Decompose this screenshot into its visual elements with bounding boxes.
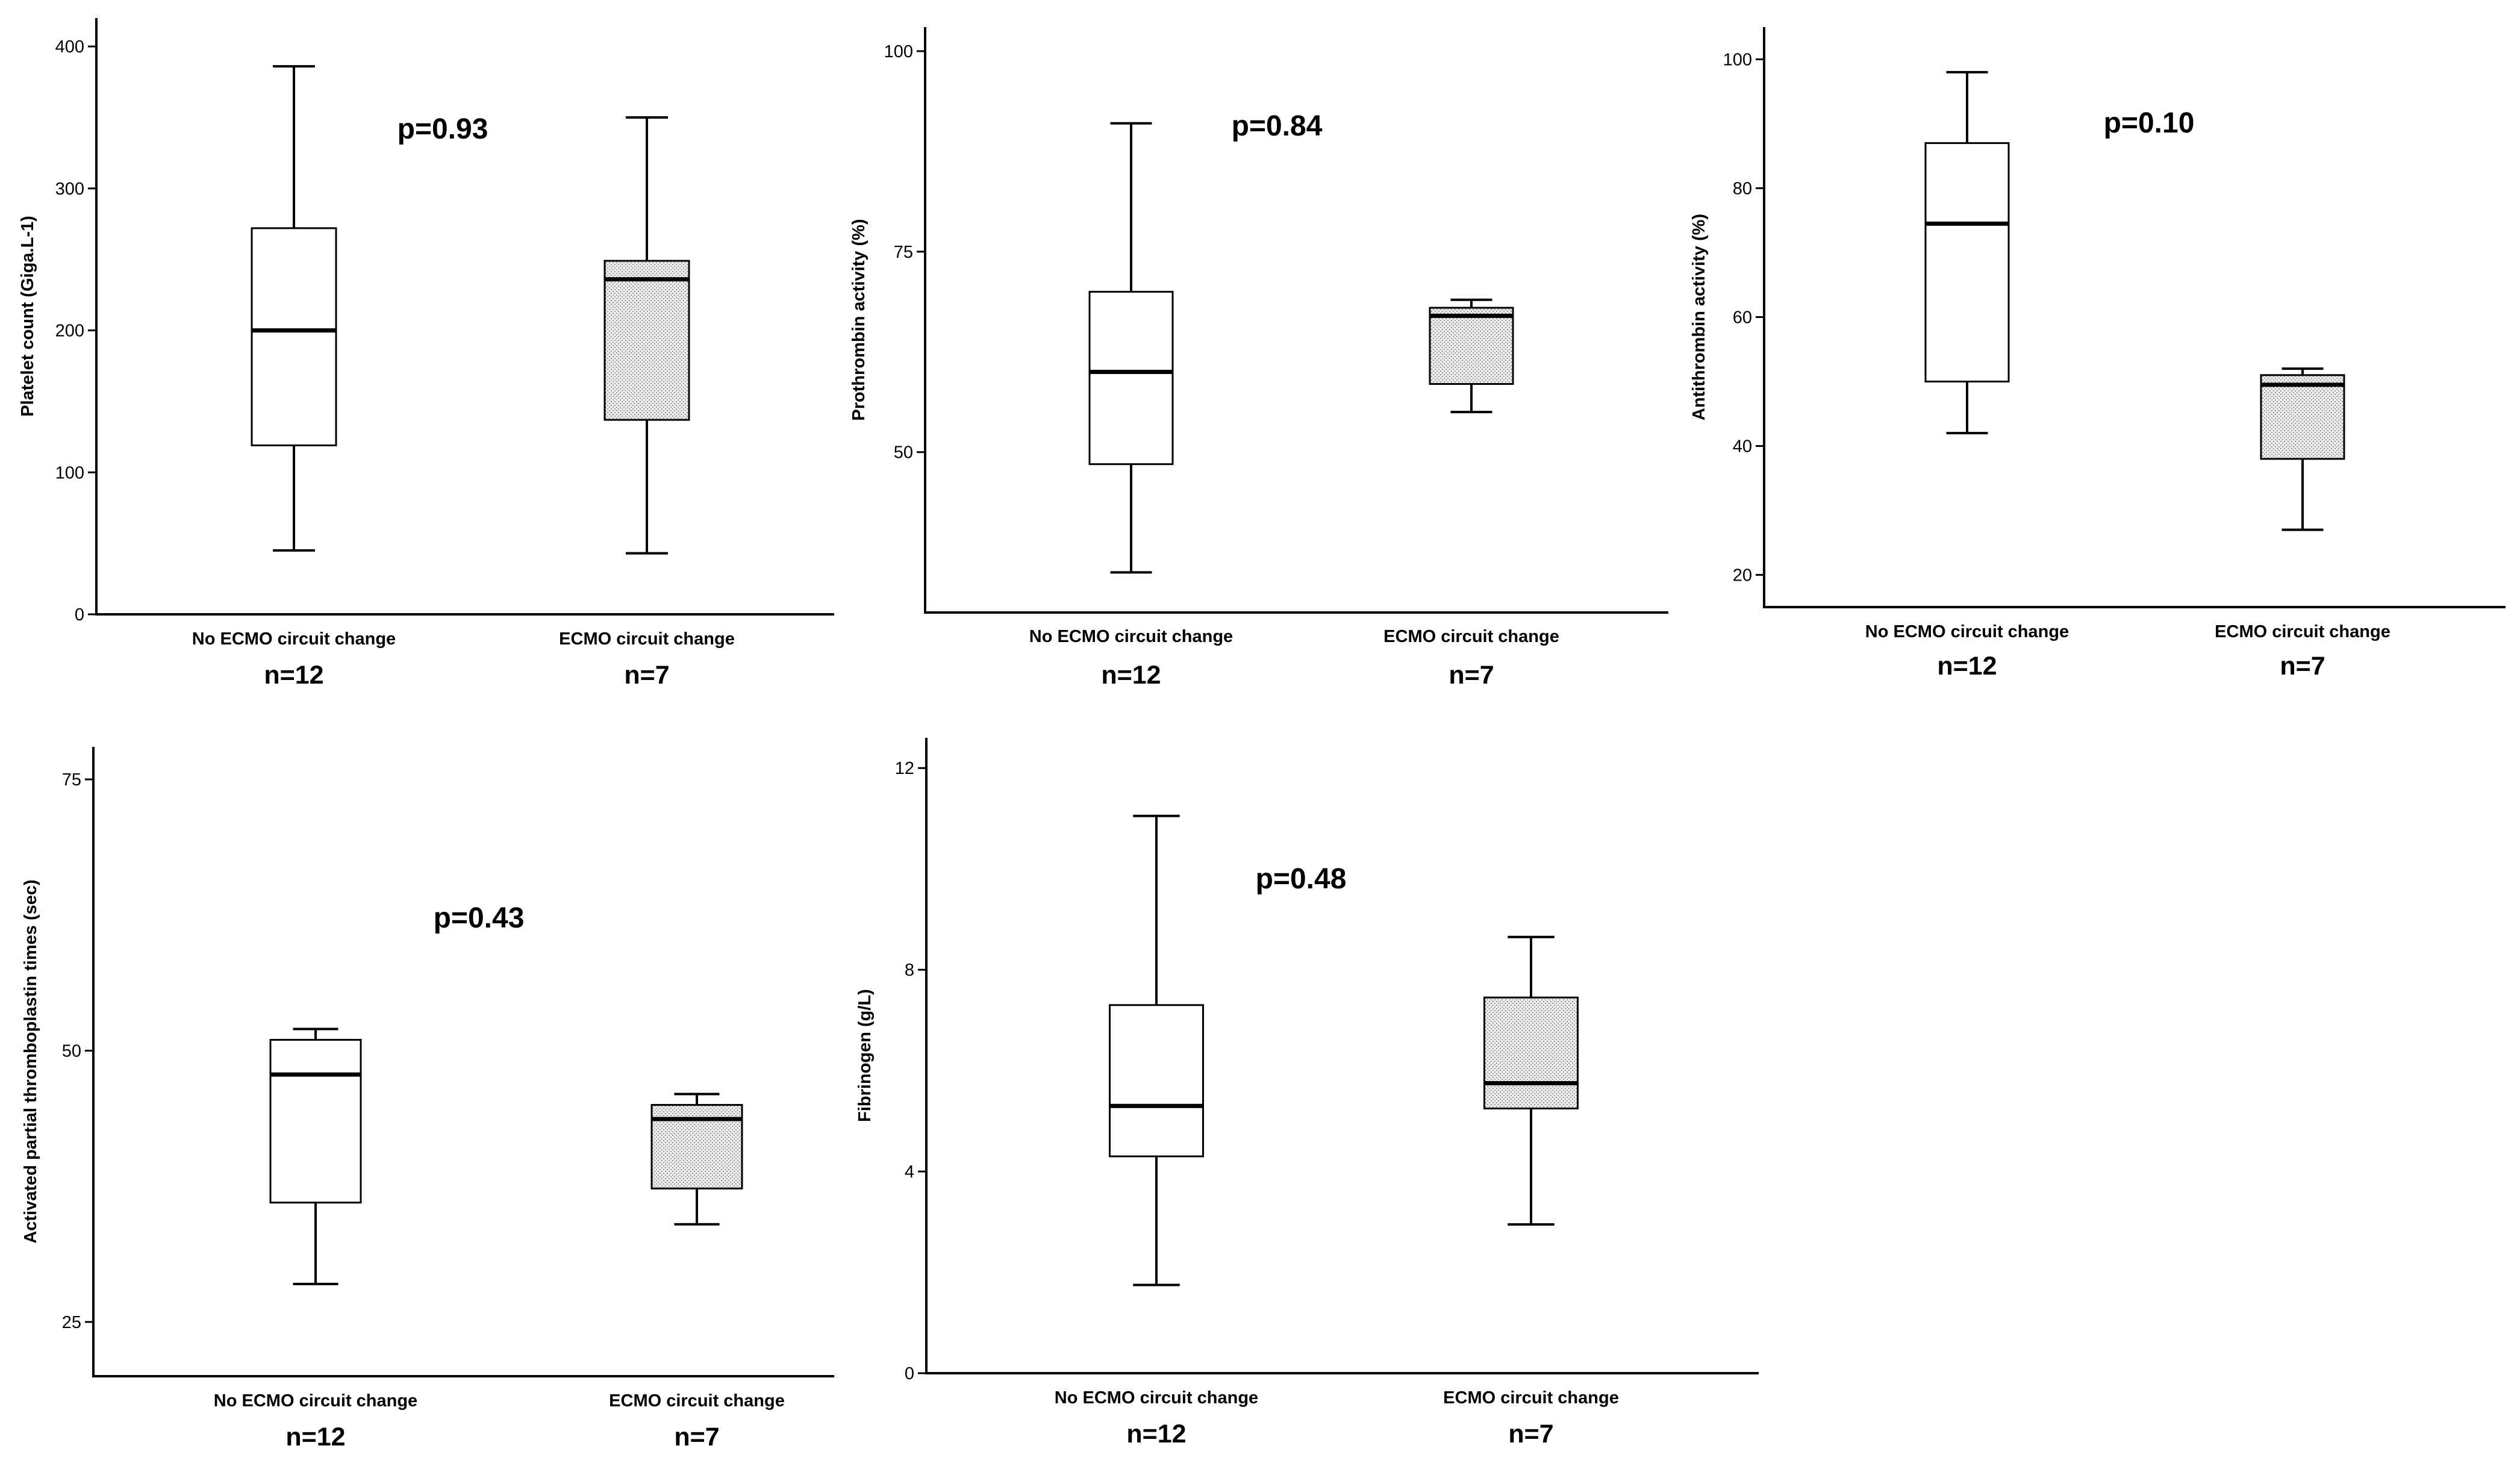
p-value: p=0.93 [398, 113, 488, 145]
y-tick-label: 12 [895, 759, 914, 778]
y-axis-label: Activated partial thromboplastin times (… [21, 879, 40, 1243]
y-tick-label: 8 [905, 961, 914, 980]
iqr-box [1924, 142, 2010, 382]
y-tick-label: 100 [1723, 51, 1752, 70]
category-label: ECMO circuit change [1443, 1388, 1619, 1408]
n-label: n=7 [624, 661, 669, 690]
y-axis-label: Prothrombin activity (%) [849, 219, 869, 420]
category-label: ECMO circuit change [1383, 627, 1559, 646]
y-tick-label: 40 [1733, 437, 1752, 457]
y-tick-label: 200 [55, 322, 84, 341]
box-ecmo-change [650, 1093, 743, 1226]
y-tick-label: 100 [884, 42, 913, 61]
y-axis-label: Platelet count (Giga.L-1) [18, 216, 37, 417]
y-tick-label: 100 [55, 463, 84, 482]
y-tick-label: 80 [1733, 179, 1752, 199]
y-tick-label: 0 [905, 1364, 914, 1383]
box-no-ecmo-change [251, 65, 337, 552]
y-tick-label: 60 [1733, 308, 1752, 328]
category-label: ECMO circuit change [559, 629, 735, 649]
box-no-ecmo-change [1109, 814, 1204, 1286]
category-label: No ECMO circuit change [1865, 622, 2069, 641]
y-axis-label: Fibrinogen (g/L) [855, 989, 875, 1122]
iqr-box [1483, 996, 1579, 1109]
y-tick-label: 400 [55, 37, 84, 57]
box-ecmo-change [1483, 935, 1579, 1226]
category-label: No ECMO circuit change [192, 629, 396, 649]
iqr-box [2260, 374, 2345, 460]
panel-3: 20 40 60 80 100 Antithrombin activity (%) No E… [1689, 27, 2506, 681]
iqr-box [251, 227, 337, 446]
category-label: No ECMO circuit change [1029, 627, 1233, 646]
iqr-box [269, 1038, 362, 1204]
p-value: p=0.43 [434, 902, 525, 934]
iqr-box [1109, 1004, 1204, 1158]
box-no-ecmo-change [1924, 70, 2010, 435]
iqr-box [1088, 290, 1174, 466]
panel-1: 0 100 200 300 400 Platelet count (Giga.L-1) No… [18, 18, 834, 690]
category-label: ECMO circuit change [2215, 622, 2391, 641]
category-label: No ECMO circuit change [1055, 1388, 1258, 1408]
panel-4: 25 50 75 Activated partial thromboplastin t… [21, 747, 834, 1451]
p-value: p=0.84 [1232, 110, 1323, 142]
iqr-box [603, 260, 690, 421]
y-axis-label: Antithrombin activity (%) [1689, 214, 1709, 420]
y-tick-label: 50 [62, 1041, 81, 1061]
n-label: n=12 [285, 1423, 345, 1451]
panel-2: 50 75 100 Prothrombin activity (%) No ECMO c… [849, 27, 1668, 690]
n-label: n=7 [2280, 652, 2325, 681]
y-tick-label: 300 [55, 179, 84, 199]
n-label: n=12 [264, 661, 323, 690]
y-tick-label: 20 [1733, 566, 1752, 585]
n-label: n=12 [1126, 1420, 1186, 1448]
y-tick-label: 0 [75, 605, 84, 625]
category-label: ECMO circuit change [609, 1391, 785, 1411]
y-tick-label: 75 [62, 770, 81, 790]
box-no-ecmo-change [269, 1027, 362, 1285]
y-tick-label: 4 [905, 1162, 914, 1182]
n-label: n=12 [1101, 661, 1161, 690]
n-label: n=7 [1449, 661, 1494, 690]
box-no-ecmo-change [1088, 122, 1174, 574]
n-label: n=7 [1508, 1420, 1553, 1448]
panel-5: 0 4 8 12 Fibrinogen (g/L) No ECMO circuit cha… [855, 738, 1759, 1448]
box-ecmo-change [603, 116, 690, 555]
box-ecmo-change [2260, 367, 2345, 531]
n-label: n=12 [1937, 652, 1997, 681]
y-tick-label: 75 [894, 243, 913, 262]
category-label: No ECMO circuit change [214, 1391, 417, 1411]
p-value: p=0.10 [2104, 107, 2195, 139]
y-tick-label: 50 [894, 443, 913, 463]
y-tick-label: 25 [62, 1313, 81, 1332]
n-label: n=7 [674, 1423, 719, 1451]
p-value: p=0.48 [1256, 863, 1347, 895]
box-ecmo-change [1429, 298, 1514, 414]
iqr-box [1429, 307, 1514, 385]
